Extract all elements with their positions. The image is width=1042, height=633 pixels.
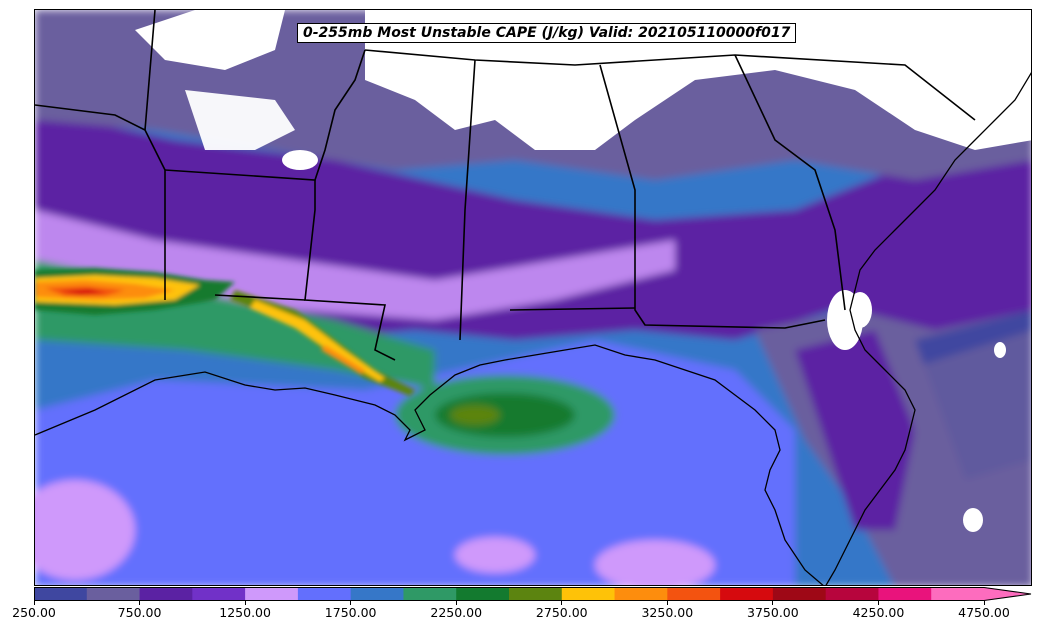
colorbar-segment (86, 587, 141, 601)
colorbar-tick-mark (772, 601, 774, 605)
colorbar-tick-mark (666, 601, 668, 605)
colorbar-segment (456, 587, 510, 601)
colorbar-segment (720, 587, 774, 601)
colorbar-segment (931, 587, 985, 601)
colorbar-segment (245, 587, 299, 601)
colorbar-segment (772, 587, 827, 601)
colorbar-tick-label: 750.00 (117, 605, 162, 620)
colorbar-segment (139, 587, 193, 601)
colorbar-tick-label: 1250.00 (219, 605, 271, 620)
colorbar-outline (34, 587, 1032, 601)
colorbar-segment (192, 587, 246, 601)
colorbar-segment (350, 587, 404, 601)
colorbar-segment (34, 587, 88, 601)
colorbar-tick-mark (983, 601, 985, 605)
cape-high-core (35, 268, 415, 396)
map-panel: 0-255mb Most Unstable CAPE (J/kg) Valid:… (34, 9, 1032, 586)
coastline (35, 72, 1031, 585)
colorbar-segment (614, 587, 668, 601)
colorbar-tick-mark (350, 601, 352, 605)
colorbar-extend-arrow (984, 587, 1031, 601)
colorbar-tick-label: 4750.00 (958, 605, 1010, 620)
colorbar-segment (509, 587, 563, 601)
colorbar-tick-label: 1750.00 (324, 605, 377, 620)
colorbar-segment (297, 587, 352, 601)
colorbar-tick-label: 4250.00 (852, 605, 905, 620)
no-data-areas (135, 10, 1031, 532)
cape-contour-map (35, 10, 1031, 585)
colorbar-segment (667, 587, 721, 601)
colorbar-tick-label: 2750.00 (535, 605, 588, 620)
colorbar-segment (878, 587, 932, 601)
colorbar (34, 587, 1032, 601)
colorbar-tick-mark (244, 601, 246, 605)
state-borders (35, 10, 976, 361)
colorbar-tick-mark (561, 601, 563, 605)
colorbar-segment (825, 587, 879, 601)
colorbar-segment (403, 587, 457, 601)
colorbar-segment (561, 587, 616, 601)
colorbar-tick-mark (139, 601, 141, 605)
colorbar-tick-mark (877, 601, 879, 605)
colorbar-tick-label: 250.00 (12, 605, 56, 620)
colorbar-tick-label: 2250.00 (430, 605, 483, 620)
colorbar-tick-mark (455, 601, 457, 605)
colorbar-tick-label: 3750.00 (747, 605, 799, 620)
map-title: 0-255mb Most Unstable CAPE (J/kg) Valid:… (297, 23, 797, 43)
colorbar-tick-label: 3250.00 (641, 605, 694, 620)
colorbar-tick-mark (33, 601, 35, 605)
